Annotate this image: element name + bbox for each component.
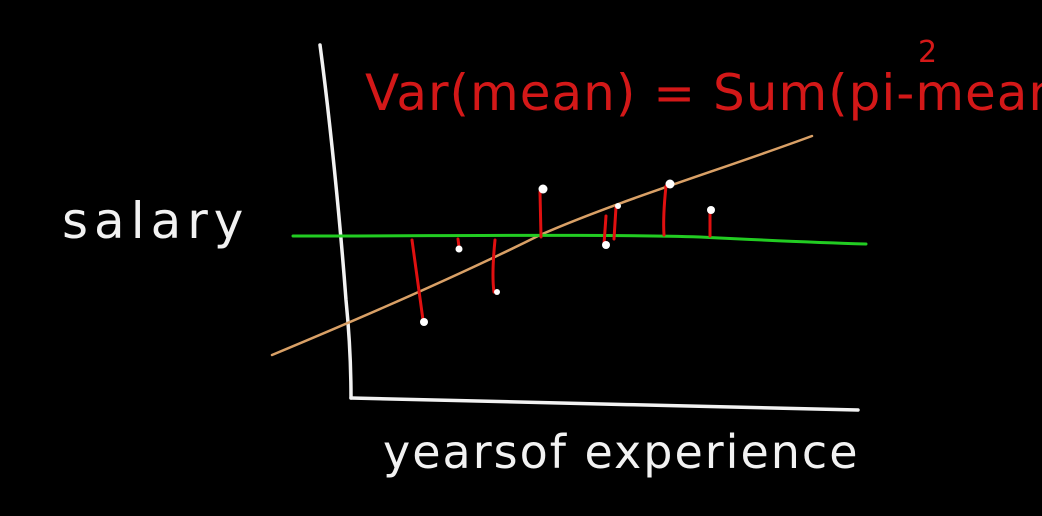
y-axis bbox=[318, 43, 353, 400]
data-point bbox=[494, 289, 500, 295]
x-axis bbox=[349, 396, 860, 412]
data-points bbox=[420, 179, 715, 326]
data-point bbox=[538, 184, 548, 194]
residual-line bbox=[612, 205, 618, 241]
y-axis-label: salary bbox=[62, 192, 249, 250]
residual-line bbox=[491, 238, 497, 294]
fit-line bbox=[270, 134, 814, 357]
mean-line bbox=[291, 233, 868, 246]
residual-line bbox=[602, 214, 608, 246]
residual-line bbox=[662, 184, 668, 237]
residual-line bbox=[538, 190, 543, 239]
formula-text: Var(mean) = Sum(pi-mean) bbox=[365, 64, 1042, 122]
data-point bbox=[602, 241, 610, 249]
data-point bbox=[665, 179, 675, 189]
data-point bbox=[615, 203, 621, 209]
x-axis-label: yearsof experience bbox=[383, 425, 860, 479]
residual-line bbox=[410, 238, 425, 322]
data-point bbox=[455, 245, 463, 253]
formula-exponent: 2 bbox=[918, 35, 937, 70]
residuals bbox=[410, 184, 712, 322]
data-point bbox=[707, 206, 715, 214]
data-point bbox=[420, 318, 428, 326]
